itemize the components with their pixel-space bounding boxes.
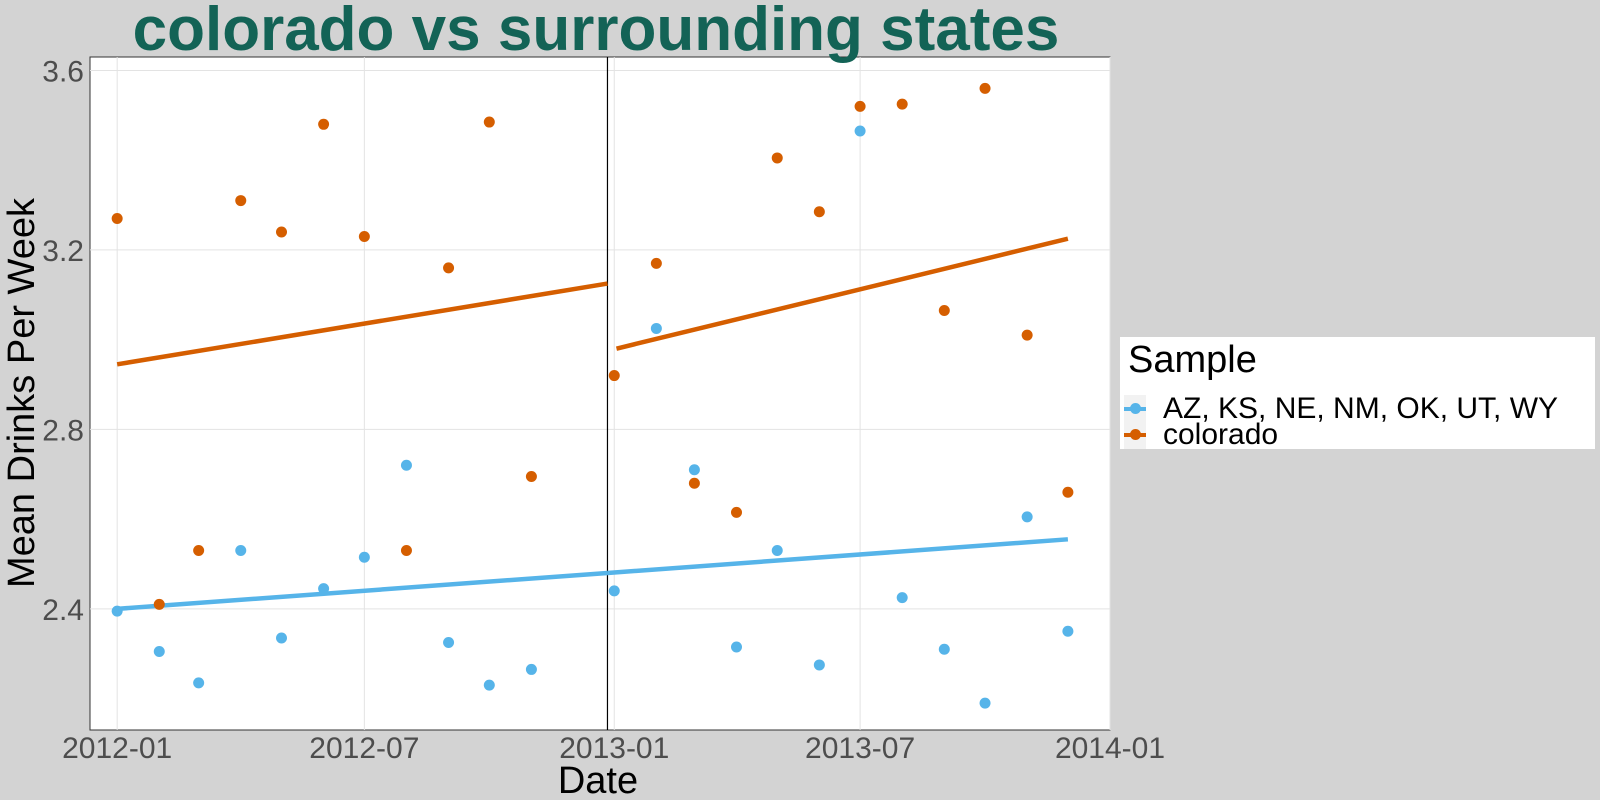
data-point: [443, 262, 455, 274]
legend-item-colorado: colorado: [1120, 418, 1590, 451]
legend-label: AZ, KS, NE, NM, OK, UT, WY: [1163, 392, 1559, 425]
x-tick-label: 2012-01: [62, 732, 172, 765]
data-point: [525, 663, 537, 675]
data-point: [938, 304, 950, 316]
x-tick-label: 2014-01: [1055, 732, 1165, 765]
trend-line: [607, 537, 1069, 576]
data-point: [1062, 486, 1074, 498]
data-point: [938, 643, 950, 655]
data-point: [608, 585, 620, 597]
data-point: [235, 545, 247, 557]
y-axis-label: Mean Drinks Per Week: [1, 197, 43, 588]
data-point: [813, 659, 825, 671]
x-tick-label: 2013-01: [559, 732, 669, 765]
trend-lines: [116, 236, 1069, 612]
data-point: [153, 645, 165, 657]
data-point: [688, 477, 700, 489]
data-point: [1062, 625, 1074, 637]
data-point: [1021, 329, 1033, 341]
data-point: [483, 116, 495, 128]
data-point: [153, 598, 165, 610]
data-point: [358, 551, 370, 563]
legend-key: [1124, 395, 1146, 423]
data-point: [235, 195, 247, 207]
data-point: [193, 545, 205, 557]
x-axis-label: Date: [558, 760, 638, 800]
data-point: [813, 206, 825, 218]
data-point: [650, 322, 662, 334]
data-point: [730, 506, 742, 518]
y-tick-labels: 2.4 2.8 3.2 3.6: [42, 55, 84, 626]
data-point: [979, 697, 991, 709]
x-tick-label: 2013-07: [805, 732, 915, 765]
y-tick-label: 2.4: [42, 594, 84, 627]
data-point: [771, 152, 783, 164]
data-point: [854, 125, 866, 137]
data-point: [650, 257, 662, 269]
data-point: [111, 605, 123, 617]
x-tick-label: 2012-07: [309, 732, 419, 765]
data-point: [525, 471, 537, 483]
data-point: [771, 545, 783, 557]
data-points: [111, 82, 1074, 709]
legend-label: colorado: [1163, 418, 1279, 451]
grid-lines: [90, 57, 1111, 730]
data-point: [608, 370, 620, 382]
chart-title: colorado vs surrounding states: [133, 0, 1060, 64]
data-point: [276, 226, 288, 238]
data-point: [111, 213, 123, 225]
trend-line: [615, 236, 1069, 351]
data-point: [688, 464, 700, 476]
legend-item-surrounding-states: AZ, KS, NE, NM, OK, UT, WY: [1120, 392, 1590, 425]
data-point: [896, 592, 908, 604]
data-point: [276, 632, 288, 644]
legend-title: Sample: [1128, 339, 1257, 381]
legend: Sample AZ, KS, NE, NM, OK, UT, WY colora…: [1120, 337, 1595, 451]
plot-panel: [89, 56, 1111, 731]
y-tick-label: 2.8: [42, 414, 84, 447]
y-tick-label: 3.6: [42, 55, 84, 88]
data-point: [854, 100, 866, 112]
data-point: [400, 459, 412, 471]
legend-key: [1124, 421, 1146, 449]
data-point: [358, 230, 370, 242]
data-point: [400, 545, 412, 557]
data-point: [318, 118, 330, 130]
data-point: [1021, 511, 1033, 523]
trend-line: [116, 281, 608, 367]
data-point: [318, 583, 330, 595]
data-point: [979, 82, 991, 94]
data-point: [193, 677, 205, 689]
data-point: [896, 98, 908, 110]
data-point: [730, 641, 742, 653]
trend-line: [116, 570, 608, 612]
data-point: [443, 637, 455, 649]
x-tick-labels: 2012-01 2012-07 2013-01 2013-07 2014-01: [62, 732, 1165, 765]
data-point: [483, 679, 495, 691]
y-tick-label: 3.2: [42, 235, 84, 268]
